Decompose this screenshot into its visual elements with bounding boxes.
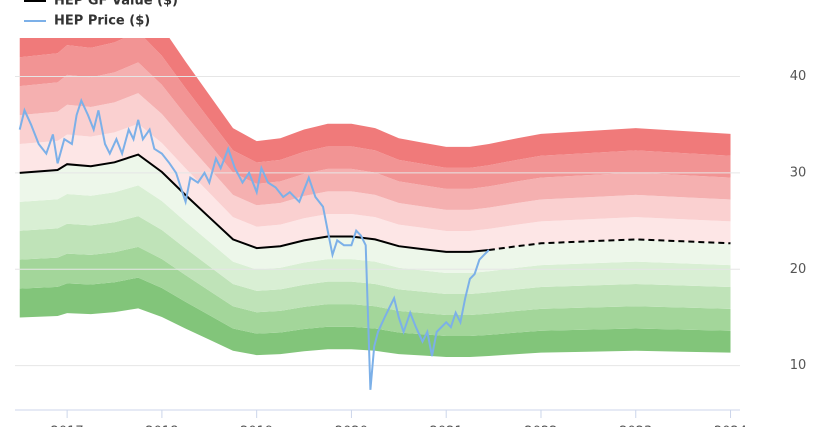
value-band	[19, 38, 731, 189]
x-tick-label: 2017	[51, 425, 84, 427]
value-band	[19, 185, 731, 294]
y-tick-label: 40	[790, 69, 807, 84]
x-tick-label: 2019	[240, 425, 273, 427]
y-tick-label: 30	[790, 165, 807, 180]
bands	[19, 38, 731, 357]
legend-label: HEP Price ($)	[54, 14, 150, 29]
x-tick-label: 2021	[430, 425, 463, 427]
lines	[18, 97, 731, 390]
grid: 10 20 30 40 2017 2018 2019 2020 2021 2022 2023 2024	[15, 69, 806, 427]
series-line	[18, 97, 490, 390]
legend-label: HEP GF Value ($)	[54, 0, 178, 9]
series-line	[19, 153, 489, 253]
x-tick-label: 2020	[335, 425, 368, 427]
series-line	[488, 238, 731, 251]
value-band	[19, 277, 731, 357]
x-tick-label: 2024	[714, 425, 747, 427]
value-band	[19, 216, 731, 315]
x-tick-label: 2022	[524, 425, 557, 427]
value-band	[19, 246, 731, 336]
x-tick-label: 2018	[145, 425, 178, 427]
value-band	[19, 62, 731, 210]
y-tick-label: 20	[790, 262, 807, 277]
x-tick-label: 2023	[619, 425, 652, 427]
value-band	[19, 93, 731, 231]
y-tick-label: 10	[790, 358, 807, 373]
legend: HEP GF Value ($) HEP Price ($)	[24, 0, 178, 29]
value-band	[19, 38, 731, 168]
value-band	[19, 123, 731, 252]
